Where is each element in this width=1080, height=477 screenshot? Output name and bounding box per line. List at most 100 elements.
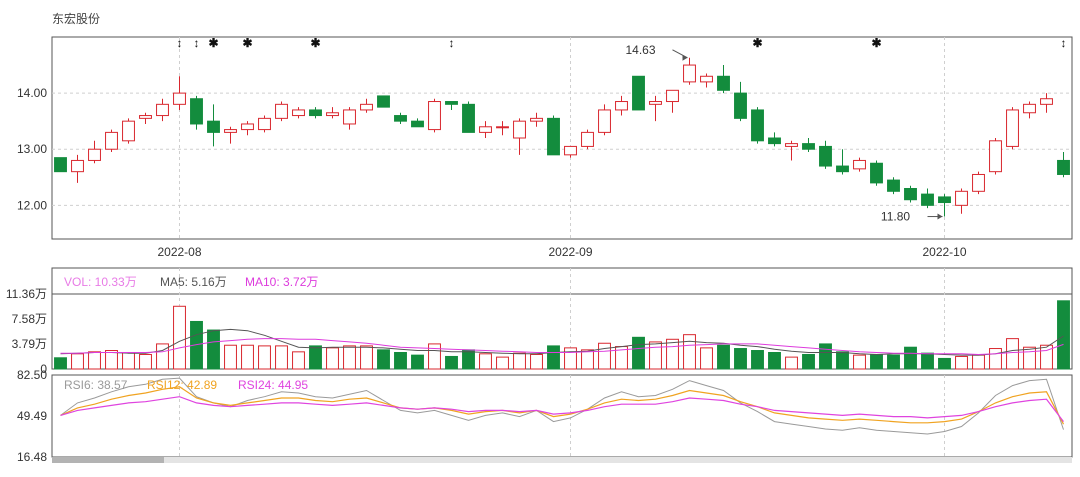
annotation-arrowhead — [682, 54, 688, 61]
volume-bar — [343, 345, 356, 370]
candle-body — [649, 101, 662, 105]
date-tick-label: 2022-10 — [922, 245, 966, 259]
candle — [309, 107, 322, 119]
volume-bar — [853, 354, 866, 370]
candle — [479, 121, 492, 138]
rsi12-line — [60, 386, 1065, 425]
candle — [275, 101, 288, 122]
candle-body — [173, 92, 186, 105]
volume-bar — [972, 354, 985, 370]
volume-bar — [666, 338, 679, 370]
volume-tick-label: 7.58万 — [12, 312, 47, 326]
candle — [292, 107, 305, 119]
volume-bar — [1023, 346, 1036, 370]
rsi-y-axis: 82.50 49.49 16.48 — [17, 368, 47, 464]
candle-body — [734, 92, 747, 119]
annotation-arrowhead — [937, 213, 943, 220]
candle-body — [445, 101, 458, 105]
grid-lines — [52, 37, 1072, 457]
candle — [547, 115, 560, 156]
event-marker: ✱ — [310, 36, 320, 50]
volume-bar — [190, 320, 203, 370]
candle — [632, 75, 645, 111]
candle-body — [428, 101, 441, 131]
volume-bar — [598, 342, 611, 370]
volume-bar — [802, 353, 815, 370]
volume-bar — [1040, 344, 1053, 370]
volume-bar — [207, 329, 220, 370]
candle-body — [275, 103, 288, 119]
volume-bar — [904, 346, 917, 370]
candle-body — [717, 75, 730, 91]
candle-body — [683, 64, 696, 83]
candle — [411, 118, 424, 128]
candle-body — [156, 103, 169, 117]
volume-bar — [326, 347, 339, 370]
candle — [819, 140, 832, 169]
candle — [989, 138, 1002, 175]
price-y-axis: 12.00 13.00 14.00 — [17, 86, 47, 212]
candle-body — [615, 101, 628, 111]
candle-body — [343, 109, 356, 125]
scrollbar-thumb[interactable] — [52, 457, 164, 463]
candle — [445, 101, 458, 110]
candle — [54, 157, 67, 173]
candle-body — [394, 115, 407, 122]
legend-rsi12: RSI12: 42.89 — [147, 378, 217, 392]
scrollbar[interactable] — [52, 457, 1072, 463]
candle — [887, 177, 900, 195]
price-tick-label: 12.00 — [17, 198, 47, 212]
volume-bar — [921, 352, 934, 370]
volume-bar — [819, 343, 832, 370]
volume-bar — [88, 351, 101, 370]
candle — [207, 104, 220, 147]
candle — [1023, 101, 1036, 119]
candle — [394, 112, 407, 124]
candle — [751, 107, 764, 144]
candle — [496, 121, 509, 136]
candle-body — [1006, 109, 1019, 147]
volume-bar — [513, 352, 526, 370]
candle — [1006, 107, 1019, 150]
annotation-label: 14.63 — [625, 43, 655, 57]
volume-bar — [768, 351, 781, 370]
candle-body — [190, 98, 203, 125]
candle — [462, 101, 475, 133]
rsi-tick-label: 82.50 — [17, 368, 47, 382]
candle-body — [904, 188, 917, 201]
volume-ma-lines — [60, 328, 1064, 356]
legend-ma10: MA10: 3.72万 — [245, 275, 318, 289]
candle — [870, 160, 883, 186]
volume-bar — [428, 343, 441, 370]
volume-bar — [785, 356, 798, 370]
candle — [904, 185, 917, 203]
candle-body — [411, 120, 424, 128]
candle-body — [1040, 98, 1053, 105]
scrollbar-track[interactable] — [52, 457, 1072, 463]
event-marker: ✱ — [242, 36, 252, 50]
candle-body — [700, 75, 713, 83]
volume-bars — [54, 300, 1070, 370]
candle — [666, 89, 679, 113]
panel-frame-1 — [51, 267, 1073, 370]
candle-body — [836, 165, 849, 173]
price-tick-label: 13.00 — [17, 142, 47, 156]
volume-y-axis: 11.36万 7.58万 3.79万 0 — [6, 287, 47, 376]
candle — [326, 107, 339, 119]
volume-bar — [156, 343, 169, 370]
legend-rsi6: RSI6: 38.57 — [64, 378, 128, 392]
candle — [785, 140, 798, 161]
candle-body — [598, 109, 611, 133]
candle — [564, 145, 577, 158]
candle-body — [88, 148, 101, 161]
candle-body — [632, 75, 645, 111]
volume-bar — [938, 357, 951, 370]
candle — [513, 118, 526, 155]
candle — [88, 140, 101, 164]
volume-bar — [394, 351, 407, 370]
volume-bar — [870, 353, 883, 370]
event-marker: ✱ — [752, 36, 762, 50]
candle — [853, 157, 866, 172]
